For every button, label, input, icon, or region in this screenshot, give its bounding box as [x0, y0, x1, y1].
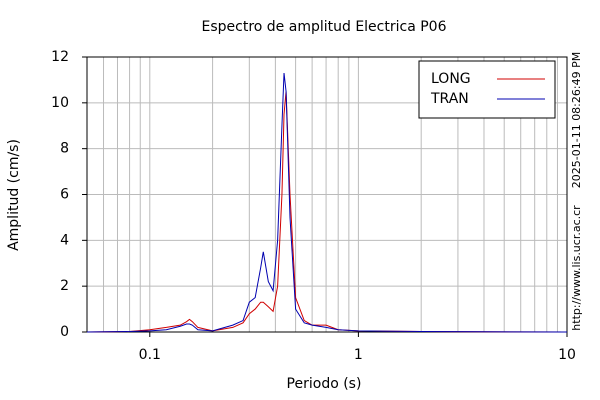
legend-label: TRAN: [430, 91, 469, 107]
chart-title: Espectro de amplitud Electrica P06: [202, 19, 447, 35]
plot-frame: [86, 56, 568, 333]
y-axis-label: Amplitud (cm/s): [6, 139, 22, 251]
y-tick-label: 8: [60, 141, 69, 157]
y-tick-label: 6: [60, 187, 69, 203]
timestamp: 2025-01-11 08:26:49 PM: [570, 52, 583, 188]
y-tick-label: 4: [60, 232, 69, 248]
source-url: http://www.lis.ucr.ac.cr: [570, 205, 583, 331]
x-tick-label: 1: [354, 347, 363, 363]
legend-label: LONG: [431, 71, 471, 87]
y-tick-label: 2: [60, 278, 69, 294]
series-line: [86, 72, 568, 333]
x-axis-label: Periodo (s): [287, 376, 362, 392]
x-tick-label: 10: [558, 347, 576, 363]
y-tick-label: 0: [60, 324, 69, 340]
y-tick-label: 10: [51, 95, 69, 111]
legend-box: [418, 60, 556, 119]
y-tick-label: 12: [51, 49, 69, 65]
x-tick-label: 0.1: [139, 347, 161, 363]
